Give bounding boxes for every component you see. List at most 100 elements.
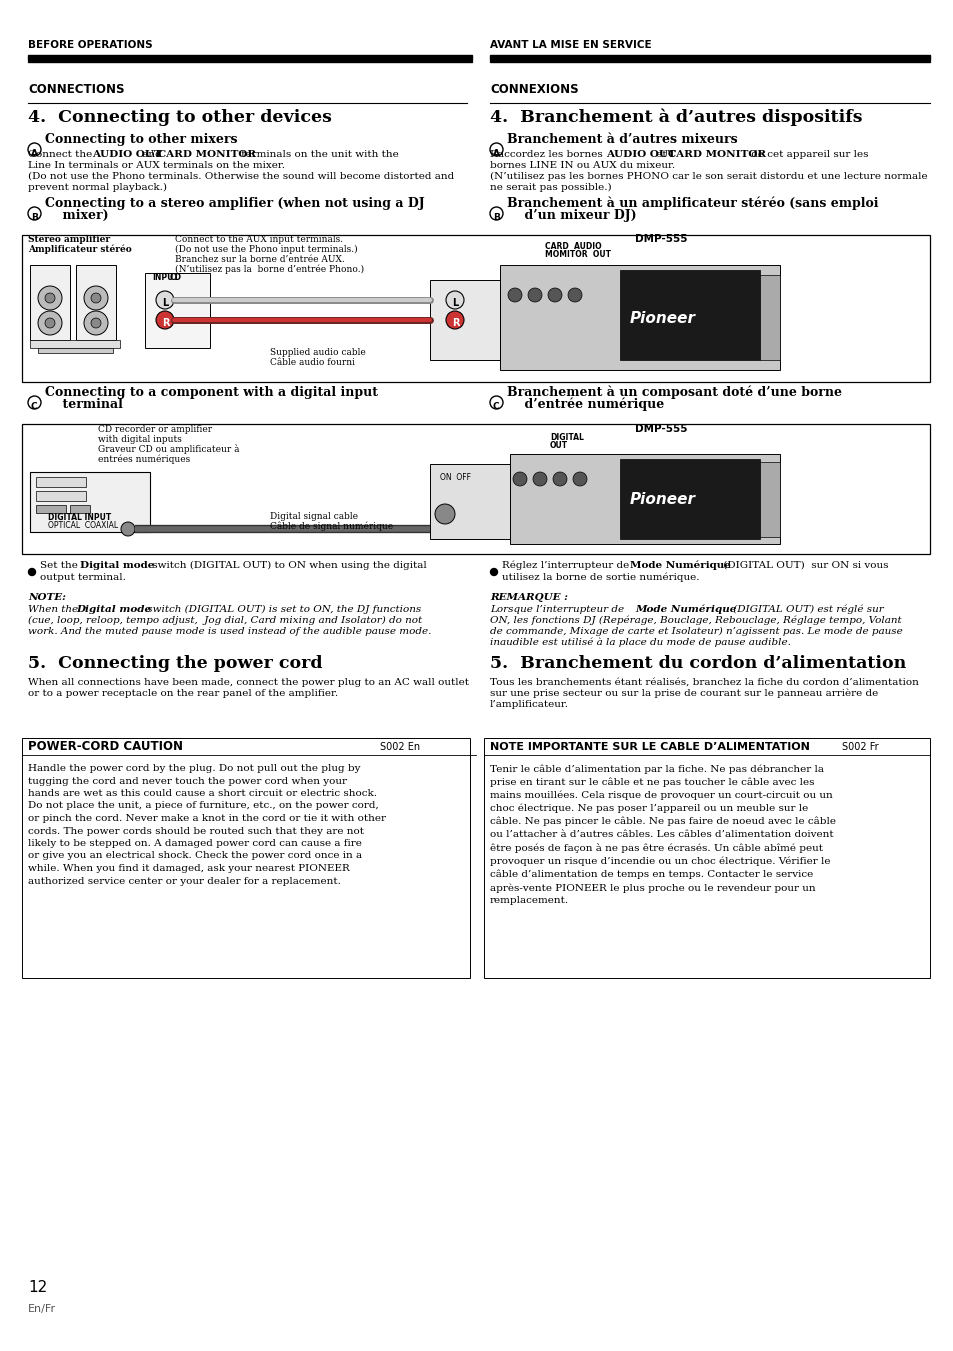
- Text: OPTICAL  COAXIAL: OPTICAL COAXIAL: [48, 521, 118, 530]
- Text: Pioneer: Pioneer: [629, 311, 696, 326]
- Text: d’entrée numérique: d’entrée numérique: [506, 397, 663, 411]
- Circle shape: [45, 317, 55, 328]
- Text: (Do not use the Phono terminals. Otherwise the sound will become distorted and: (Do not use the Phono terminals. Otherwi…: [28, 172, 454, 181]
- Text: MOMITOR  OUT: MOMITOR OUT: [544, 250, 610, 259]
- Text: terminal: terminal: [45, 399, 123, 411]
- Text: Connecting to other mixers: Connecting to other mixers: [45, 132, 237, 146]
- Text: switch (DIGITAL OUT) is set to ON, the DJ functions: switch (DIGITAL OUT) is set to ON, the D…: [144, 605, 421, 613]
- Bar: [36, 505, 66, 513]
- Text: Pioneer: Pioneer: [629, 492, 696, 507]
- Circle shape: [553, 471, 566, 486]
- Text: CD: CD: [170, 273, 182, 282]
- Circle shape: [435, 504, 455, 524]
- Text: prevent normal playback.): prevent normal playback.): [28, 182, 167, 192]
- Bar: [22, 235, 929, 382]
- Bar: [619, 270, 760, 359]
- Text: Connecting to a stereo amplifier (when not using a DJ: Connecting to a stereo amplifier (when n…: [45, 197, 424, 209]
- Text: de cet appareil sur les: de cet appareil sur les: [747, 150, 867, 159]
- Text: CARD  AUDIO: CARD AUDIO: [544, 242, 601, 251]
- Circle shape: [45, 293, 55, 303]
- Bar: [145, 273, 210, 349]
- Text: CD recorder or amplifier: CD recorder or amplifier: [98, 426, 212, 434]
- Bar: [430, 463, 510, 539]
- Bar: [28, 55, 472, 59]
- Text: Mode Numérique: Mode Numérique: [635, 604, 736, 613]
- Text: (N’utilisez pas les bornes PHONO car le son serait distordu et une lecture norma: (N’utilisez pas les bornes PHONO car le …: [490, 172, 926, 181]
- Text: 5.  Branchement du cordon d’alimentation: 5. Branchement du cordon d’alimentation: [490, 655, 905, 671]
- Text: Supplied audio cable: Supplied audio cable: [270, 349, 365, 357]
- Text: Graveur CD ou amplificateur à: Graveur CD ou amplificateur à: [98, 444, 239, 454]
- Bar: [619, 459, 760, 539]
- Text: Handle the power cord by the plug. Do not pull out the plug by
tugging the cord : Handle the power cord by the plug. Do no…: [28, 765, 386, 885]
- Text: 4.  Branchement à d’autres dispositifs: 4. Branchement à d’autres dispositifs: [490, 108, 862, 126]
- Circle shape: [446, 290, 463, 309]
- Text: (DIGITAL OUT)  sur ON si vous: (DIGITAL OUT) sur ON si vous: [720, 561, 887, 570]
- Text: CARD MONITOR: CARD MONITOR: [667, 150, 765, 159]
- Text: 4.  Connecting to other devices: 4. Connecting to other devices: [28, 109, 332, 126]
- Text: Lorsque l’interrupteur de: Lorsque l’interrupteur de: [490, 605, 627, 613]
- Text: Branchement à d’autres mixeurs: Branchement à d’autres mixeurs: [506, 132, 737, 146]
- Text: work. And the muted pause mode is used instead of the audible pause mode.: work. And the muted pause mode is used i…: [28, 627, 431, 636]
- Text: A: A: [30, 149, 38, 158]
- Text: Câble de signal numérique: Câble de signal numérique: [270, 521, 393, 531]
- Text: switch (DIGITAL OUT) to ON when using the digital: switch (DIGITAL OUT) to ON when using th…: [149, 561, 426, 570]
- Bar: [30, 265, 70, 340]
- Circle shape: [533, 471, 546, 486]
- Text: l’amplificateur.: l’amplificateur.: [490, 700, 568, 709]
- Text: ON, les fonctions DJ (Repérage, Bouclage, Rebouclage, Réglage tempo, Volant: ON, les fonctions DJ (Repérage, Bouclage…: [490, 616, 901, 626]
- Text: Branchez sur la borne d’entrée AUX.: Branchez sur la borne d’entrée AUX.: [174, 255, 344, 263]
- Text: A: A: [493, 149, 499, 158]
- Circle shape: [527, 288, 541, 303]
- Text: utilisez la borne de sortie numérique.: utilisez la borne de sortie numérique.: [501, 573, 699, 582]
- Text: and: and: [139, 150, 165, 159]
- Circle shape: [573, 471, 586, 486]
- Circle shape: [84, 311, 108, 335]
- Circle shape: [121, 521, 135, 536]
- Text: Branchement à un amplificateur stéréo (sans emploi: Branchement à un amplificateur stéréo (s…: [506, 196, 878, 209]
- Text: sur une prise secteur ou sur la prise de courant sur le panneau arrière de: sur une prise secteur ou sur la prise de…: [490, 689, 878, 698]
- Text: ON  OFF: ON OFF: [439, 473, 471, 482]
- Text: (N’utilisez pas la  borne d’entrée Phono.): (N’utilisez pas la borne d’entrée Phono.…: [174, 265, 364, 274]
- Text: bornes LINE IN ou AUX du mixeur.: bornes LINE IN ou AUX du mixeur.: [490, 161, 675, 170]
- Bar: [760, 276, 780, 359]
- Text: d’un mixeur DJ): d’un mixeur DJ): [506, 209, 636, 222]
- Text: L: L: [162, 297, 168, 308]
- Circle shape: [490, 569, 497, 576]
- Bar: [30, 471, 150, 532]
- Text: output terminal.: output terminal.: [40, 573, 126, 582]
- Text: Câble audio fourni: Câble audio fourni: [270, 358, 355, 367]
- Text: (DIGITAL OUT) est réglé sur: (DIGITAL OUT) est réglé sur: [729, 604, 882, 613]
- Bar: [483, 738, 929, 978]
- Circle shape: [84, 286, 108, 309]
- Text: En/Fr: En/Fr: [28, 1304, 56, 1315]
- Text: B: B: [30, 213, 38, 222]
- Text: (cue, loop, reloop, tempo adjust,  Jog dial, Card mixing and Isolator) do not: (cue, loop, reloop, tempo adjust, Jog di…: [28, 616, 421, 626]
- Text: NOTE IMPORTANTE SUR LE CABLE D’ALIMENTATION: NOTE IMPORTANTE SUR LE CABLE D’ALIMENTAT…: [490, 742, 809, 753]
- Text: Mode Numérique: Mode Numérique: [629, 561, 730, 570]
- Bar: [490, 55, 929, 59]
- Text: BEFORE OPERATIONS: BEFORE OPERATIONS: [28, 41, 152, 50]
- Text: Stereo amplifier: Stereo amplifier: [28, 235, 110, 245]
- Text: REMARQUE :: REMARQUE :: [490, 593, 567, 603]
- Text: INPUT: INPUT: [152, 273, 178, 282]
- Circle shape: [29, 569, 35, 576]
- Text: Digital mode: Digital mode: [80, 561, 154, 570]
- Text: CARD MONITOR: CARD MONITOR: [158, 150, 255, 159]
- Text: Tenir le câble d’alimentation par la fiche. Ne pas débrancher la
prise en tirant: Tenir le câble d’alimentation par la fic…: [490, 765, 835, 905]
- Circle shape: [567, 288, 581, 303]
- Bar: [70, 505, 90, 513]
- Text: DMP-555: DMP-555: [635, 234, 687, 245]
- Text: DMP-555: DMP-555: [635, 424, 687, 434]
- Text: 12: 12: [28, 1279, 48, 1296]
- Circle shape: [38, 311, 62, 335]
- Bar: [36, 490, 86, 501]
- Bar: [22, 738, 470, 978]
- Text: Réglez l’interrupteur de: Réglez l’interrupteur de: [501, 561, 632, 570]
- Text: Connect to the AUX input terminals.: Connect to the AUX input terminals.: [174, 235, 343, 245]
- Text: L: L: [452, 297, 457, 308]
- Text: DIGITAL: DIGITAL: [550, 434, 583, 442]
- Text: et: et: [652, 150, 669, 159]
- Text: C: C: [493, 403, 499, 411]
- Text: de commande, Mixage de carte et Isolateur) n’agissent pas. Le mode de pause: de commande, Mixage de carte et Isolateu…: [490, 627, 902, 636]
- Text: AUDIO OUT: AUDIO OUT: [605, 150, 675, 159]
